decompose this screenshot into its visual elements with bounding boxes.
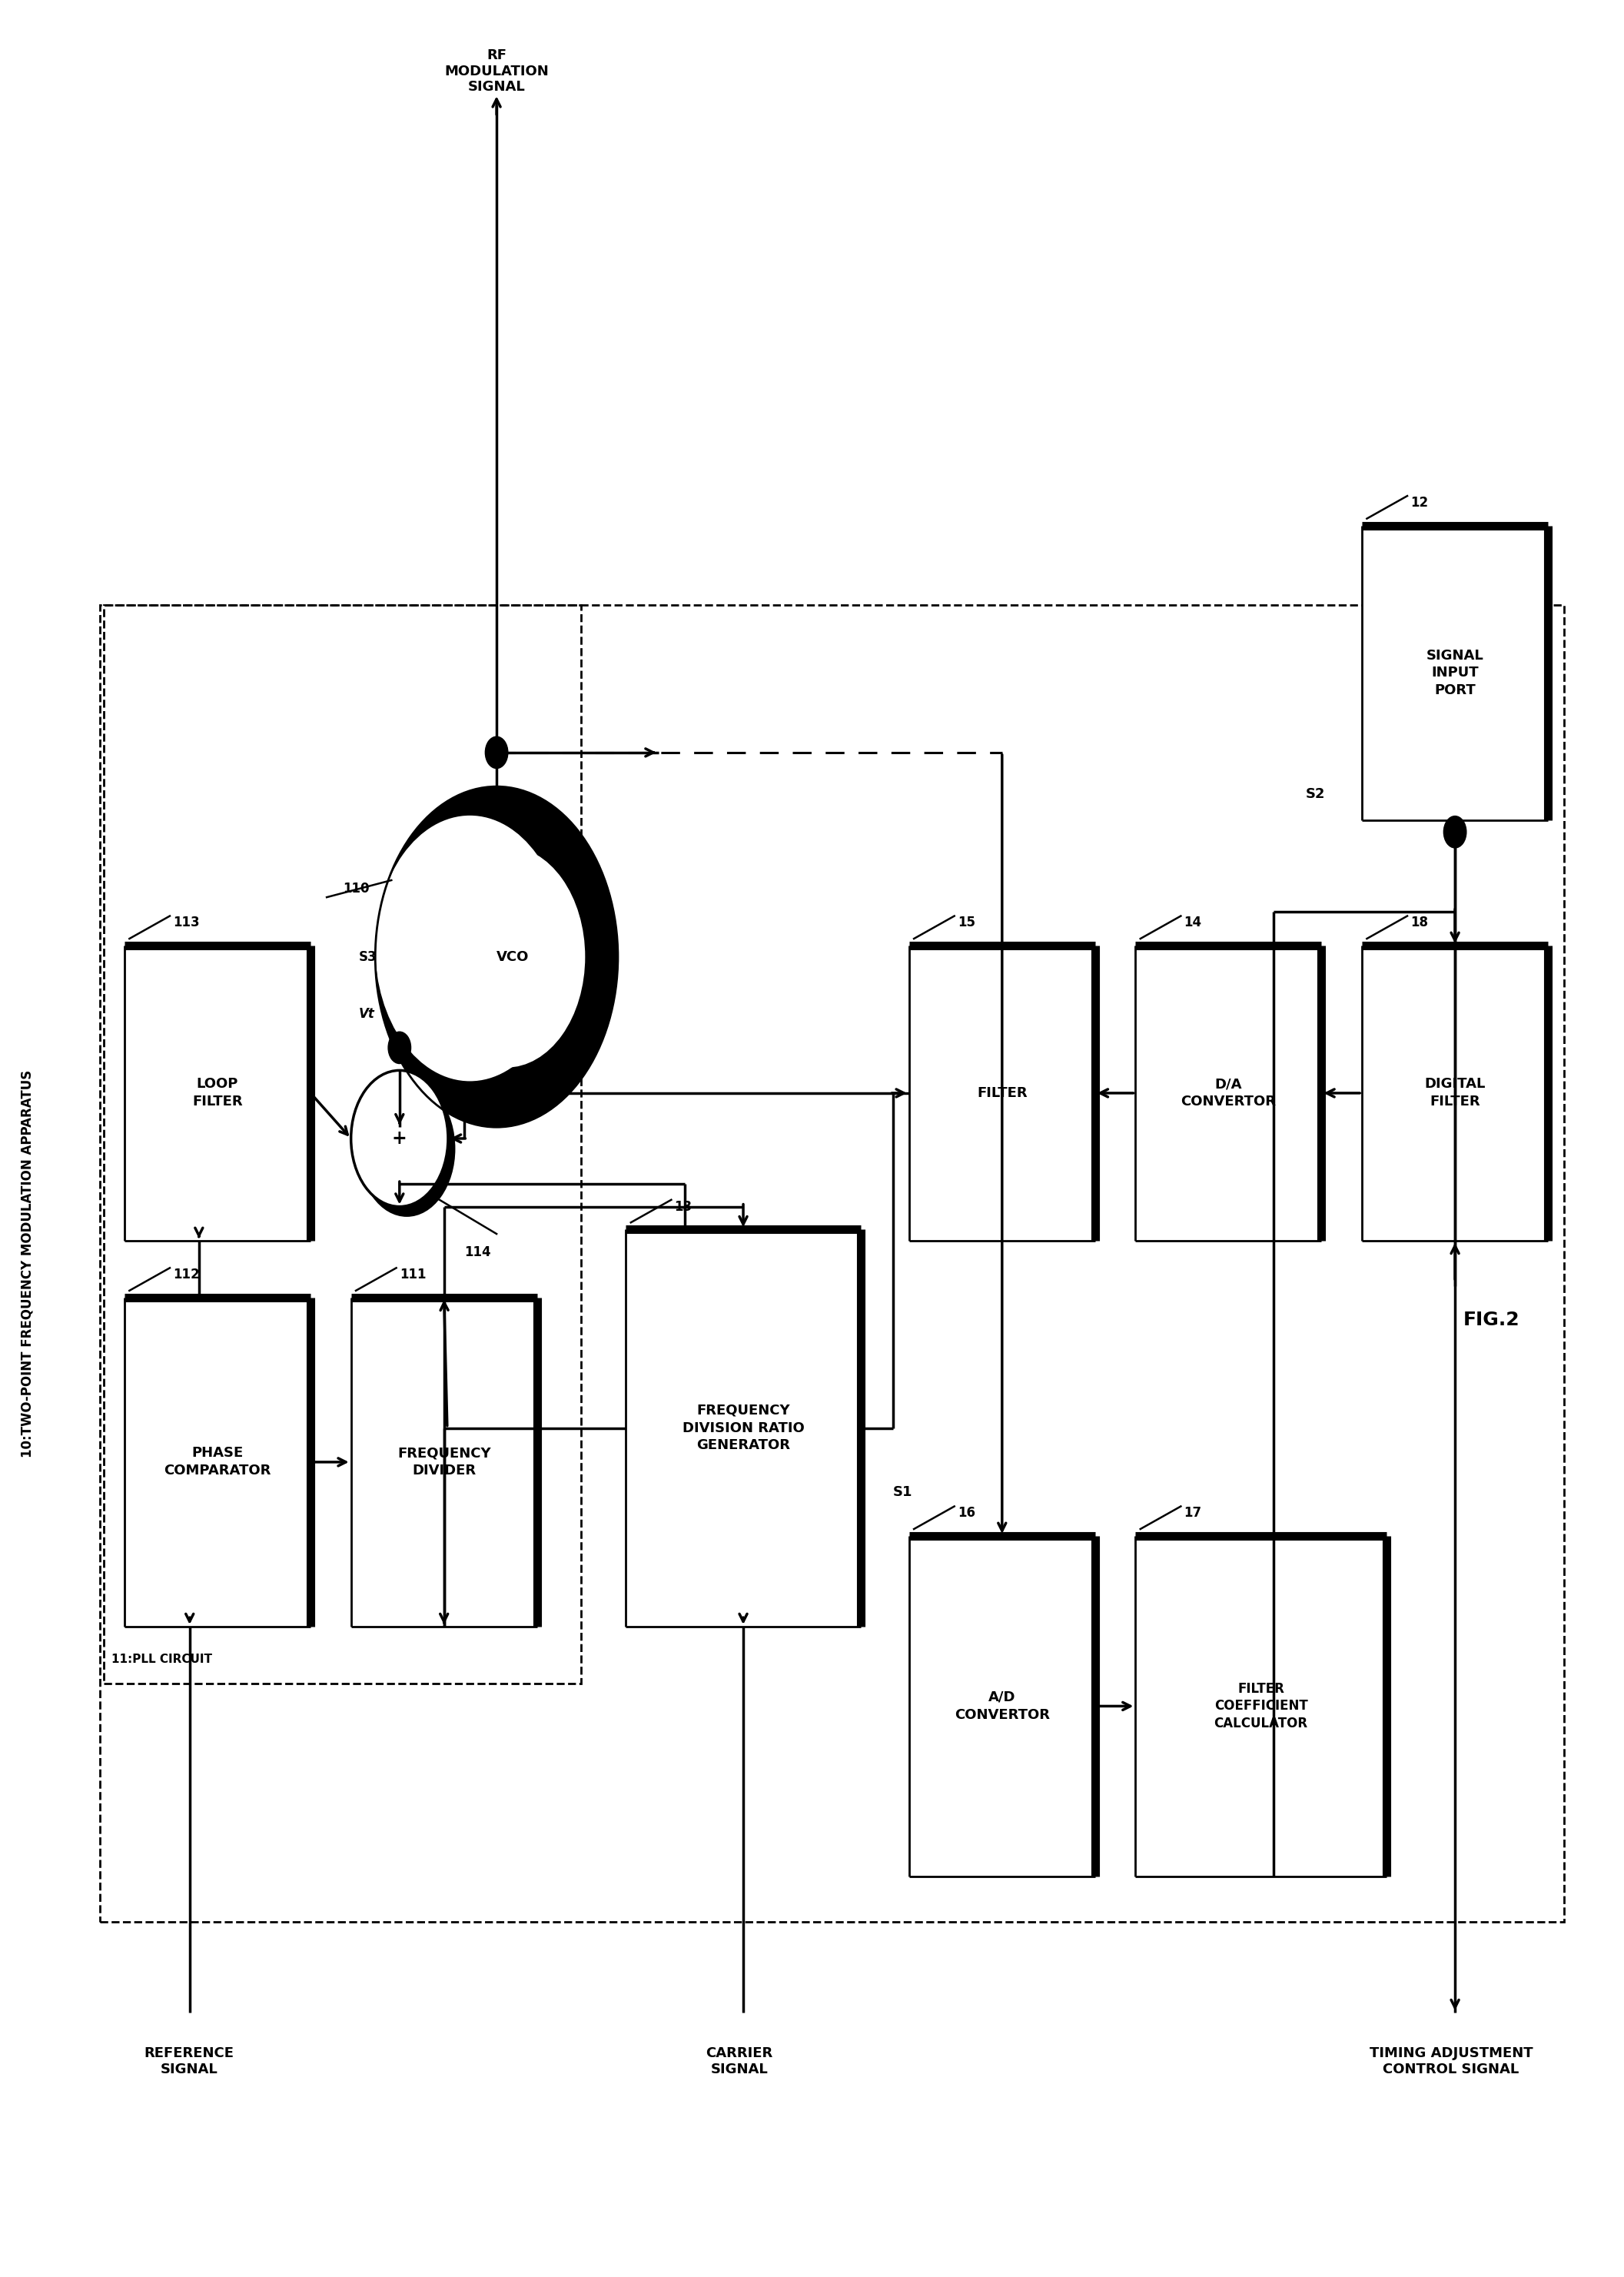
- Circle shape: [351, 1070, 448, 1207]
- Bar: [1363, 945, 1548, 1241]
- Bar: [351, 1298, 538, 1626]
- Text: A/D
CONVERTOR: A/D CONVERTOR: [955, 1690, 1049, 1721]
- Circle shape: [486, 735, 508, 767]
- Bar: [909, 945, 1095, 1241]
- Text: 10:TWO-POINT FREQUENCY MODULATION APPARATUS: 10:TWO-POINT FREQUENCY MODULATION APPARA…: [21, 1070, 34, 1457]
- Text: 16: 16: [958, 1505, 976, 1521]
- Bar: [104, 606, 581, 1683]
- Text: FIG.2: FIG.2: [1463, 1312, 1520, 1330]
- Bar: [125, 945, 310, 1241]
- Bar: [1363, 526, 1548, 820]
- Text: DIGITAL
FILTER: DIGITAL FILTER: [1424, 1077, 1486, 1109]
- Text: 112: 112: [174, 1268, 200, 1282]
- Text: 114: 114: [464, 1246, 490, 1259]
- Circle shape: [359, 1082, 455, 1216]
- Bar: [101, 606, 1564, 1922]
- Circle shape: [375, 786, 617, 1127]
- Text: 12: 12: [1411, 496, 1427, 510]
- Text: RF
MODULATION
SIGNAL: RF MODULATION SIGNAL: [445, 48, 549, 93]
- Circle shape: [375, 815, 565, 1082]
- Text: 13: 13: [674, 1200, 692, 1214]
- Text: VCO: VCO: [497, 950, 529, 963]
- Text: 110: 110: [343, 881, 369, 895]
- Text: FILTER
COEFFICIENT
CALCULATOR: FILTER COEFFICIENT CALCULATOR: [1215, 1683, 1307, 1731]
- Text: +: +: [391, 1129, 408, 1148]
- Text: D/A
CONVERTOR: D/A CONVERTOR: [1181, 1077, 1276, 1109]
- Bar: [1135, 1537, 1387, 1876]
- Text: 18: 18: [1411, 915, 1427, 929]
- Circle shape: [427, 847, 585, 1068]
- Circle shape: [1444, 815, 1466, 847]
- Text: CARRIER
SIGNAL: CARRIER SIGNAL: [706, 2047, 773, 2077]
- Text: PHASE
COMPARATOR: PHASE COMPARATOR: [164, 1446, 271, 1478]
- Text: Vt: Vt: [359, 1006, 375, 1020]
- Circle shape: [388, 1031, 411, 1063]
- Text: S1: S1: [893, 1485, 913, 1498]
- Text: S3: S3: [359, 950, 377, 963]
- Text: FILTER: FILTER: [978, 1086, 1028, 1100]
- Text: 11:PLL CIRCUIT: 11:PLL CIRCUIT: [112, 1653, 213, 1664]
- Text: FREQUENCY
DIVIDER: FREQUENCY DIVIDER: [398, 1446, 490, 1478]
- Text: S2: S2: [1306, 788, 1325, 802]
- Bar: [1135, 945, 1322, 1241]
- Text: 113: 113: [174, 915, 200, 929]
- Text: FREQUENCY
DIVISION RATIO
GENERATOR: FREQUENCY DIVISION RATIO GENERATOR: [682, 1403, 804, 1453]
- Text: SIGNAL
INPUT
PORT: SIGNAL INPUT PORT: [1426, 649, 1484, 697]
- Text: REFERENCE
SIGNAL: REFERENCE SIGNAL: [145, 2047, 234, 2077]
- Text: 15: 15: [958, 915, 976, 929]
- Text: 111: 111: [400, 1268, 425, 1282]
- Text: 17: 17: [1184, 1505, 1202, 1521]
- Bar: [125, 1298, 310, 1626]
- Bar: [909, 1537, 1095, 1876]
- Bar: [625, 1230, 861, 1626]
- Text: LOOP
FILTER: LOOP FILTER: [192, 1077, 242, 1109]
- Text: TIMING ADJUSTMENT
CONTROL SIGNAL: TIMING ADJUSTMENT CONTROL SIGNAL: [1369, 2047, 1533, 2077]
- Text: 14: 14: [1184, 915, 1202, 929]
